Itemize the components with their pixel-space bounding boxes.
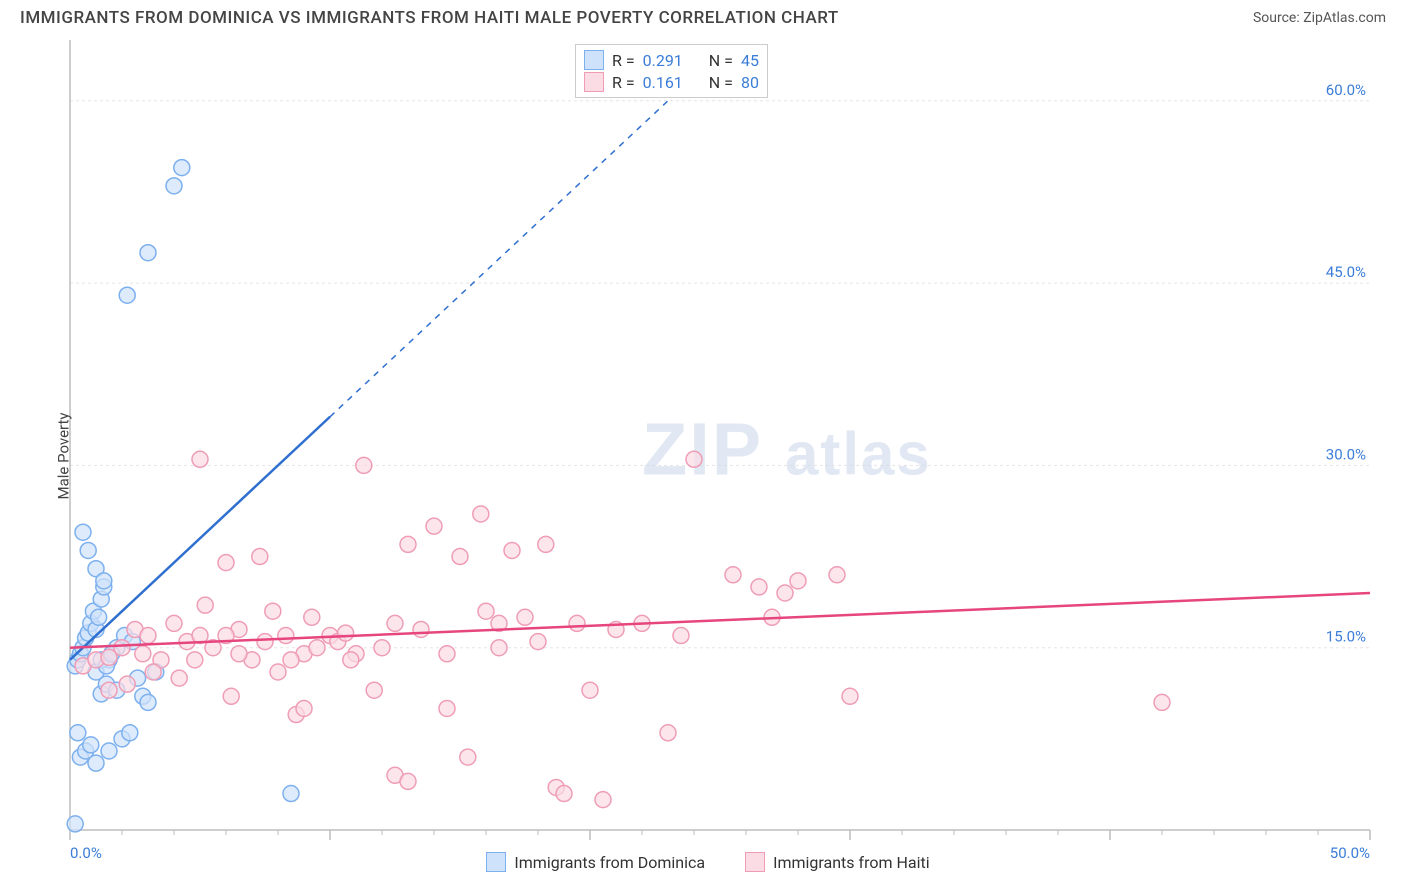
svg-text:30.0%: 30.0% bbox=[1326, 445, 1366, 463]
series-legend: Immigrants from Dominica Immigrants from… bbox=[20, 852, 1396, 872]
svg-text:ZIP: ZIP bbox=[642, 408, 763, 491]
legend-label-haiti: Immigrants from Haiti bbox=[773, 853, 929, 872]
legend-swatch-haiti bbox=[745, 852, 765, 872]
legend-item-haiti: Immigrants from Haiti bbox=[745, 852, 929, 872]
legend-item-dominica: Immigrants from Dominica bbox=[486, 852, 705, 872]
correlation-scatter-chart: 15.0%30.0%45.0%60.0%0.0%50.0%ZIPatlas bbox=[20, 40, 1380, 870]
legend-label-dominica: Immigrants from Dominica bbox=[514, 853, 705, 872]
chart-header: IMMIGRANTS FROM DOMINICA VS IMMIGRANTS F… bbox=[0, 0, 1406, 32]
svg-text:15.0%: 15.0% bbox=[1326, 628, 1366, 646]
chart-title: IMMIGRANTS FROM DOMINICA VS IMMIGRANTS F… bbox=[20, 8, 839, 28]
source-attribution: Source: ZipAtlas.com bbox=[1253, 10, 1386, 26]
svg-text:atlas: atlas bbox=[785, 421, 932, 488]
source-name: ZipAtlas.com bbox=[1303, 10, 1386, 26]
svg-text:60.0%: 60.0% bbox=[1326, 81, 1366, 99]
stats-legend: R = 0.291 N = 45 R = 0.161 N = 80 bbox=[575, 44, 768, 98]
source-label: Source: bbox=[1253, 10, 1303, 26]
y-axis-label: Male Poverty bbox=[54, 413, 72, 500]
chart-area: Male Poverty 15.0%30.0%45.0%60.0%0.0%50.… bbox=[20, 40, 1396, 872]
svg-text:45.0%: 45.0% bbox=[1326, 263, 1366, 281]
legend-swatch-dominica bbox=[486, 852, 506, 872]
